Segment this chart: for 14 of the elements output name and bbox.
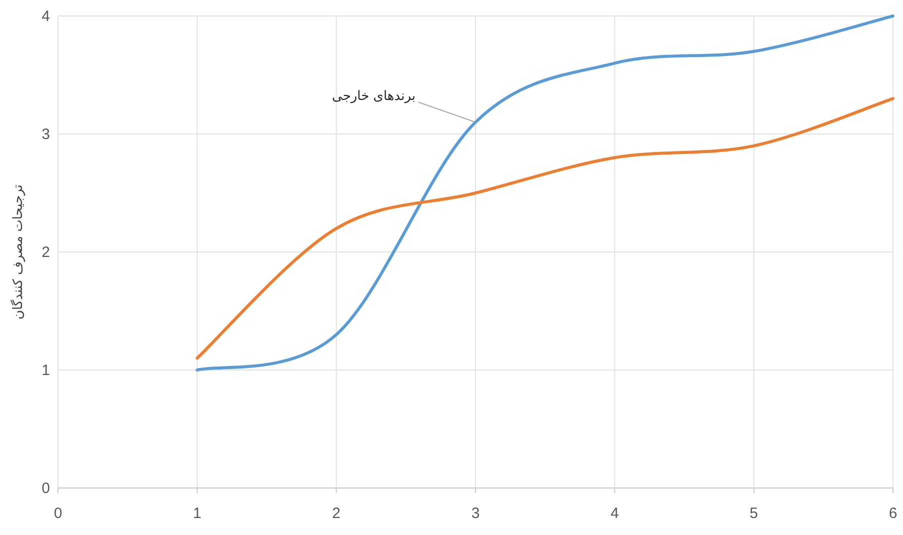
y-tick-label: 0 <box>42 480 50 497</box>
y-tick-label: 3 <box>42 126 50 143</box>
x-tick-label: 2 <box>332 505 341 522</box>
x-tick-label: 1 <box>192 505 202 522</box>
x-tick-label: 0 <box>54 505 62 522</box>
x-tick-label: 6 <box>888 505 898 522</box>
y-tick-label: 1 <box>42 362 50 379</box>
y-axis-title: ترجیحات مصرف کنندگان <box>10 184 26 320</box>
x-tick-label: 4 <box>610 505 619 522</box>
y-tick-label: 2 <box>42 244 50 261</box>
x-tick-label: 5 <box>750 505 758 522</box>
text: برندهای خارجی <box>332 89 416 104</box>
y-tick-label: 4 <box>42 8 50 25</box>
x-tick-label: 3 <box>471 505 480 522</box>
